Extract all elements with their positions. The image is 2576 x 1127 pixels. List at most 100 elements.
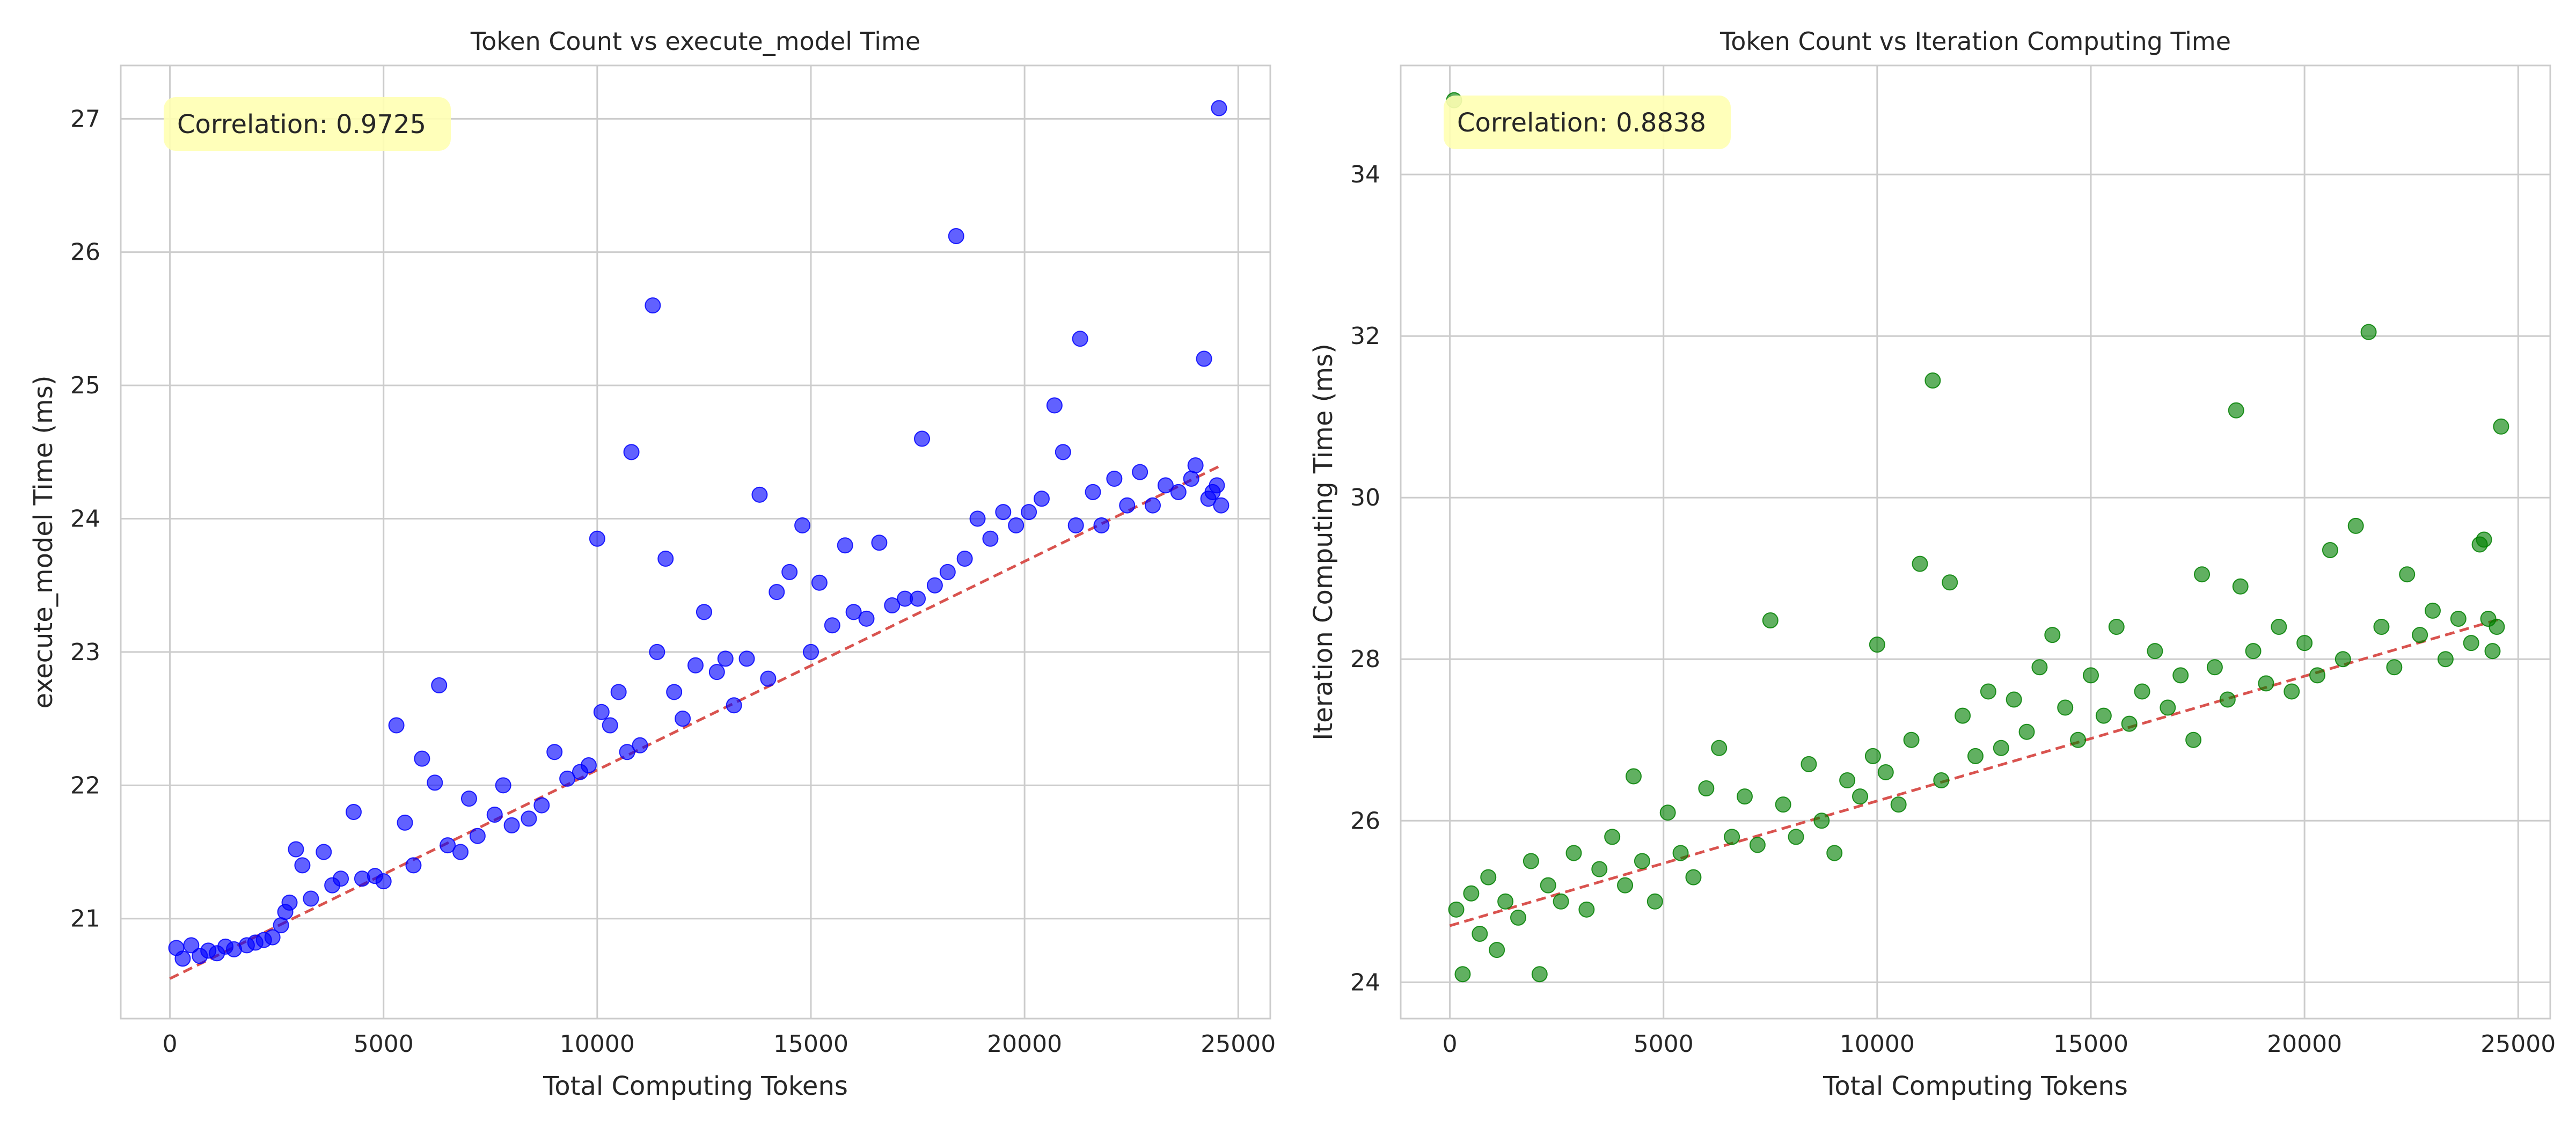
scatter-point-right (2309, 667, 2326, 684)
scatter-point-left (431, 677, 448, 694)
x-tick-label-right: 20000 (2267, 1030, 2342, 1058)
scatter-point-left (738, 650, 755, 667)
y-tick-label-right: 30 (1350, 484, 1380, 511)
x-axis-label-right: Total Computing Tokens (1823, 1071, 2128, 1101)
scatter-point-left (666, 684, 683, 700)
x-tick-label-left: 15000 (773, 1030, 848, 1058)
chart-title-right: Token Count vs Iteration Computing Time (1719, 27, 2231, 56)
plot-area-left (120, 64, 1271, 1020)
scatter-point-right (1553, 893, 1569, 910)
scatter-point-left (602, 717, 618, 734)
scatter-point-right (1489, 942, 1505, 958)
scatter-point-right (1877, 764, 1894, 780)
y-tick-label-right: 28 (1350, 646, 1380, 673)
scatter-point-left (1213, 497, 1230, 514)
scatter-point-right (2322, 542, 2338, 559)
x-tick-label-right: 0 (1443, 1030, 1458, 1058)
scatter-point-left (1067, 517, 1084, 533)
scatter-point-right (1565, 845, 1582, 861)
scatter-point-right (1801, 756, 1817, 772)
scatter-point-left (657, 551, 674, 567)
scatter-point-right (1993, 740, 2009, 756)
scatter-point-right (2493, 418, 2509, 435)
scatter-point-left (469, 828, 486, 844)
scatter-point-right (2228, 402, 2244, 419)
scatter-point-right (1480, 869, 1497, 885)
scatter-point-right (1980, 683, 1996, 700)
scatter-point-left (956, 551, 973, 567)
scatter-point-right (2386, 659, 2403, 676)
scatter-point-right (2172, 667, 2189, 684)
scatter-point-left (708, 664, 725, 680)
scatter-point-left (316, 844, 332, 860)
scatter-point-right (1646, 893, 1663, 910)
scatter-point-left (802, 643, 819, 660)
scatter-point-right (1591, 861, 1608, 877)
scatter-point-left (533, 797, 550, 814)
scatter-point-right (2484, 643, 2501, 660)
scatter-point-left (1072, 331, 1088, 347)
scatter-point-left (1055, 444, 1071, 460)
scatter-point-left (521, 810, 537, 827)
scatter-point-right (1826, 845, 1843, 861)
scatter-point-left (1209, 477, 1225, 494)
scatter-point-right (2347, 517, 2364, 534)
scatter-point-left (884, 597, 901, 613)
x-tick-label-right: 5000 (1634, 1030, 1694, 1058)
y-tick-label-right: 32 (1350, 323, 1380, 350)
scatter-point-left (696, 604, 712, 620)
scatter-point-right (1672, 845, 1689, 861)
scatter-point-right (1510, 909, 1526, 926)
scatter-point-right (1903, 731, 1920, 748)
x-tick-label-left: 5000 (354, 1030, 414, 1058)
scatter-point-left (1008, 517, 1024, 533)
x-tick-label-left: 0 (163, 1030, 178, 1058)
tick-labels-right: 0 5000 10000 15000 20000 25000 24 26 28 30 32 34 (1350, 161, 2556, 1058)
scatter-point-right (1523, 853, 1539, 869)
scatter-point-right (2360, 324, 2377, 340)
scatter-point-left (452, 844, 469, 860)
scatter-point-left (546, 744, 563, 760)
scatter-point-right (2219, 691, 2236, 708)
y-tick-label-left: 22 (70, 772, 100, 799)
tick-labels-left: 0 5000 10000 15000 20000 25000 21 22 23 24 25 26 27 (70, 105, 1276, 1058)
scatter-point-left (440, 837, 456, 854)
scatter-point-left (910, 590, 926, 607)
scatter-point-right (1531, 966, 1548, 983)
scatter-point-right (2147, 643, 2163, 660)
x-tick-label-left: 20000 (987, 1030, 1062, 1058)
scatter-point-left (375, 873, 392, 890)
scatter-point-right (1933, 772, 1950, 788)
scatter-point-right (1724, 829, 1740, 845)
x-axis-label-left: Total Computing Tokens (543, 1071, 848, 1101)
scatter-point-right (1634, 853, 1650, 869)
scatter-point-right (2160, 699, 2176, 716)
y-tick-label-right: 34 (1350, 161, 1380, 188)
scatter-point-left (948, 228, 964, 244)
scatter-point-left (503, 817, 520, 833)
scatter-point-right (1912, 555, 1928, 572)
x-tick-label-right: 25000 (2480, 1030, 2556, 1058)
correlation-box-right (1444, 96, 1731, 149)
scatter-point-right (2206, 659, 2223, 676)
scatter-point-right (2489, 619, 2505, 635)
scatter-point-left (1145, 497, 1161, 514)
scatter-point-left (837, 537, 853, 554)
chart-title-left: Token Count vs execute_model Time (470, 27, 920, 56)
scatter-point-left (1157, 477, 1174, 494)
scatter-point-right (2121, 715, 2138, 732)
scatter-point-left (1196, 350, 1212, 367)
y-tick-label-left: 27 (70, 105, 100, 133)
scatter-point-right (1454, 966, 1471, 983)
scatter-point-left (858, 610, 875, 627)
scatter-point-left (589, 530, 605, 547)
scatter-point-left (174, 950, 191, 967)
scatter-point-right (1852, 788, 1869, 805)
scatter-point-left (1046, 397, 1063, 414)
scatter-point-right (2232, 578, 2249, 595)
scatter-point-left (183, 937, 200, 954)
scatter-point-left (995, 504, 1012, 521)
scatter-point-right (2284, 683, 2300, 700)
scatter-point-left (769, 584, 785, 601)
